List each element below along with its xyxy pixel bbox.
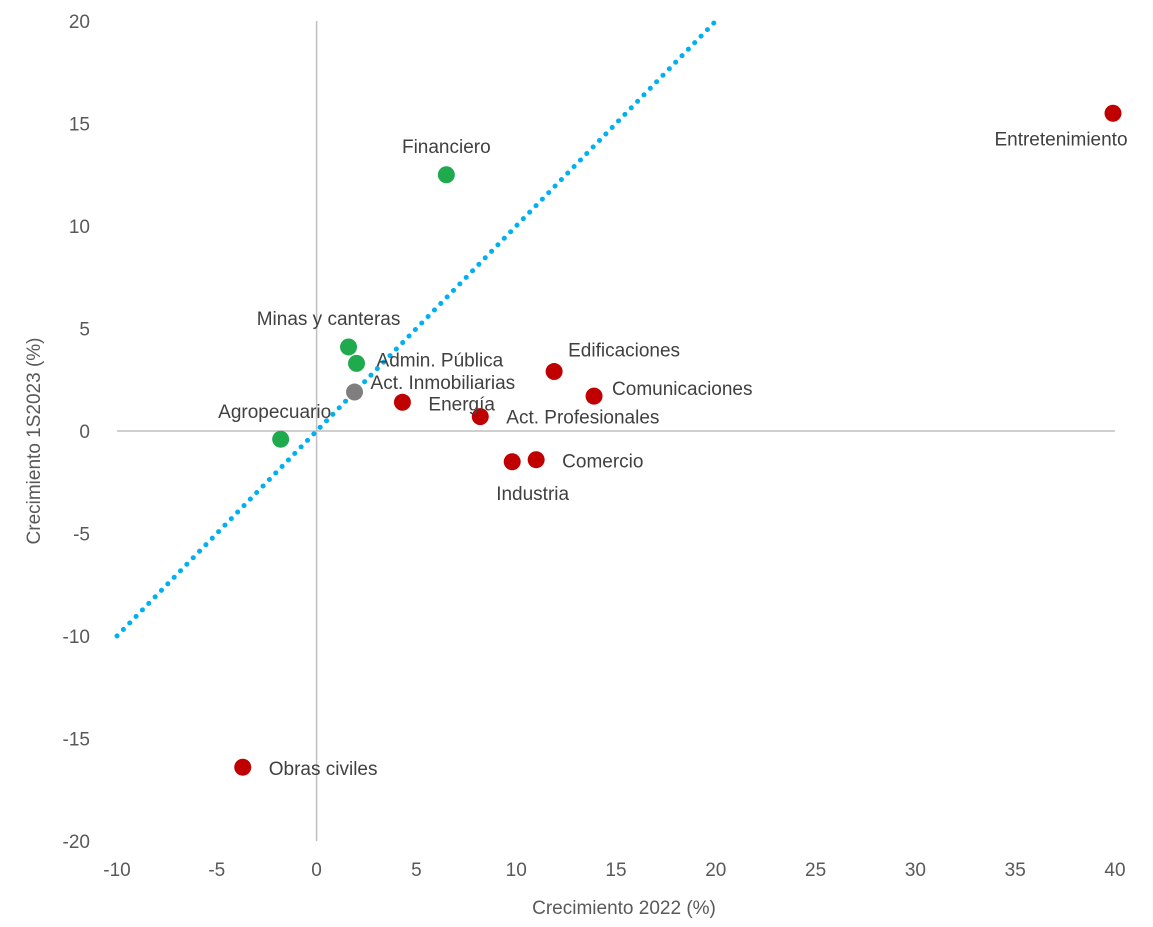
point-label: Edificaciones — [568, 341, 680, 362]
point-label: Financiero — [402, 137, 491, 158]
data-point — [545, 363, 563, 381]
point-label: Admin. Pública — [377, 350, 504, 371]
point-label: Act. Inmobiliarias — [371, 373, 516, 394]
x-tick-label: -10 — [103, 860, 130, 881]
point-label: Entretenimiento — [994, 129, 1127, 150]
data-point — [393, 393, 411, 411]
x-tick-label: 5 — [411, 860, 422, 881]
point-label: Industria — [496, 484, 569, 505]
data-point — [503, 453, 521, 471]
point-label: Minas y canteras — [257, 309, 401, 330]
y-tick-label: -10 — [63, 627, 90, 648]
x-tick-label: 25 — [805, 860, 826, 881]
point-label: Energía — [428, 394, 495, 415]
y-tick-label: -5 — [73, 525, 90, 546]
trendline — [114, 18, 719, 639]
data-point — [234, 758, 252, 776]
x-tick-label: 15 — [605, 860, 626, 881]
y-tick-label: 10 — [69, 217, 90, 238]
x-tick-label: 30 — [905, 860, 926, 881]
x-tick-label: -5 — [208, 860, 225, 881]
y-tick-label: -20 — [63, 832, 90, 853]
point-label: Comercio — [562, 452, 643, 473]
data-point — [471, 408, 489, 426]
y-tick-label: 15 — [69, 115, 90, 136]
x-tick-label: 40 — [1104, 860, 1125, 881]
data-point — [348, 354, 366, 372]
x-tick-labels: -10 -5 0 5 10 15 20 25 30 35 40 — [103, 860, 1125, 881]
data-point — [340, 338, 358, 356]
x-tick-label: 10 — [506, 860, 527, 881]
data-point — [1104, 104, 1122, 122]
y-tick-label: -15 — [63, 730, 90, 751]
y-tick-label: 20 — [69, 12, 90, 33]
x-axis-title: Crecimiento 2022 (%) — [532, 898, 716, 919]
point-label: Agropecuario — [218, 402, 331, 423]
point-label: Act. Profesionales — [506, 408, 659, 429]
data-point — [585, 387, 603, 405]
x-tick-label: 20 — [705, 860, 726, 881]
axes — [117, 21, 1115, 841]
y-tick-label: 5 — [79, 320, 90, 341]
point-label: Comunicaciones — [612, 379, 752, 400]
data-point — [346, 383, 364, 401]
data-point — [272, 430, 290, 448]
y-tick-labels: 20 15 10 5 0 -5 -10 -15 -20 — [63, 12, 90, 853]
data-point — [527, 451, 545, 469]
y-axis-title: Crecimiento 1S2023 (%) — [24, 338, 45, 545]
x-tick-label: 35 — [1005, 860, 1026, 881]
point-labels: Financiero Minas y canteras Admin. Pública… — [218, 129, 1127, 780]
point-label: Obras civiles — [269, 759, 378, 780]
y-tick-label: 0 — [79, 422, 90, 443]
x-tick-label: 0 — [311, 860, 322, 881]
data-points — [234, 104, 1122, 776]
data-point — [437, 166, 455, 184]
